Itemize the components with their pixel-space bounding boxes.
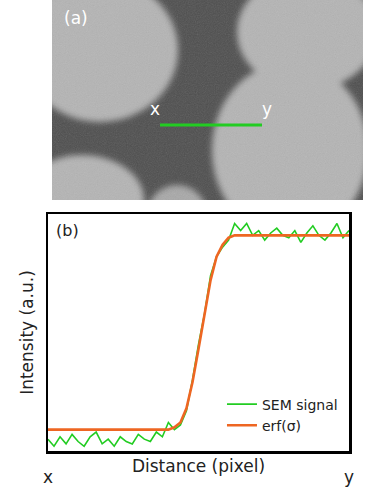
svg-text:erf(σ): erf(σ) [262, 418, 301, 434]
svg-text:y: y [262, 99, 272, 119]
svg-text:x: x [43, 467, 53, 487]
svg-text:Intensity (a.u.): Intensity (a.u.) [17, 270, 37, 395]
svg-text:SEM signal: SEM signal [262, 397, 338, 413]
svg-text:Distance (pixel): Distance (pixel) [132, 456, 265, 476]
svg-text:y: y [344, 467, 354, 487]
svg-text:(a): (a) [64, 8, 88, 28]
svg-text:(b): (b) [56, 221, 79, 240]
svg-text:x: x [150, 99, 160, 119]
